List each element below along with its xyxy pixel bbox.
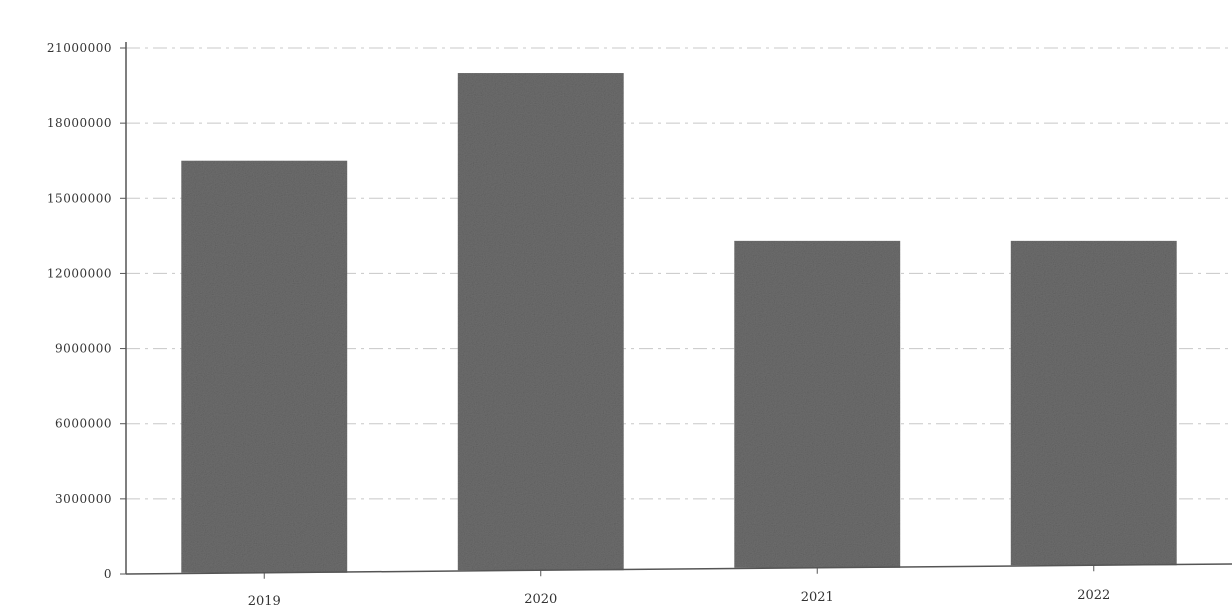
bar-2021 — [734, 240, 901, 568]
x-tick-label: 2019 — [248, 594, 281, 609]
y-tick-label: 6000000 — [55, 417, 112, 431]
bar-2020 — [457, 73, 624, 571]
y-tick-label: 15000000 — [47, 191, 112, 205]
x-tick-label: 2022 — [1077, 588, 1110, 603]
y-tick-label: 3000000 — [55, 492, 112, 506]
x-axis-line — [125, 563, 1232, 575]
x-tick-label: 2020 — [524, 592, 557, 607]
x-tick-label: 2021 — [801, 590, 834, 605]
bar-2022 — [1010, 240, 1177, 566]
axes — [120, 42, 1232, 579]
y-tick-label: 9000000 — [55, 342, 112, 356]
bars — [181, 73, 1177, 573]
y-tick-label: 0 — [104, 567, 112, 581]
y-tick-label: 12000000 — [47, 266, 112, 280]
y-tick-label: 21000000 — [47, 41, 112, 55]
bar-2019 — [181, 160, 348, 573]
tick-labels: 0 3000000 6000000 9000000 12000000 15000000 18… — [47, 41, 1110, 609]
y-tick-label: 18000000 — [47, 116, 112, 130]
